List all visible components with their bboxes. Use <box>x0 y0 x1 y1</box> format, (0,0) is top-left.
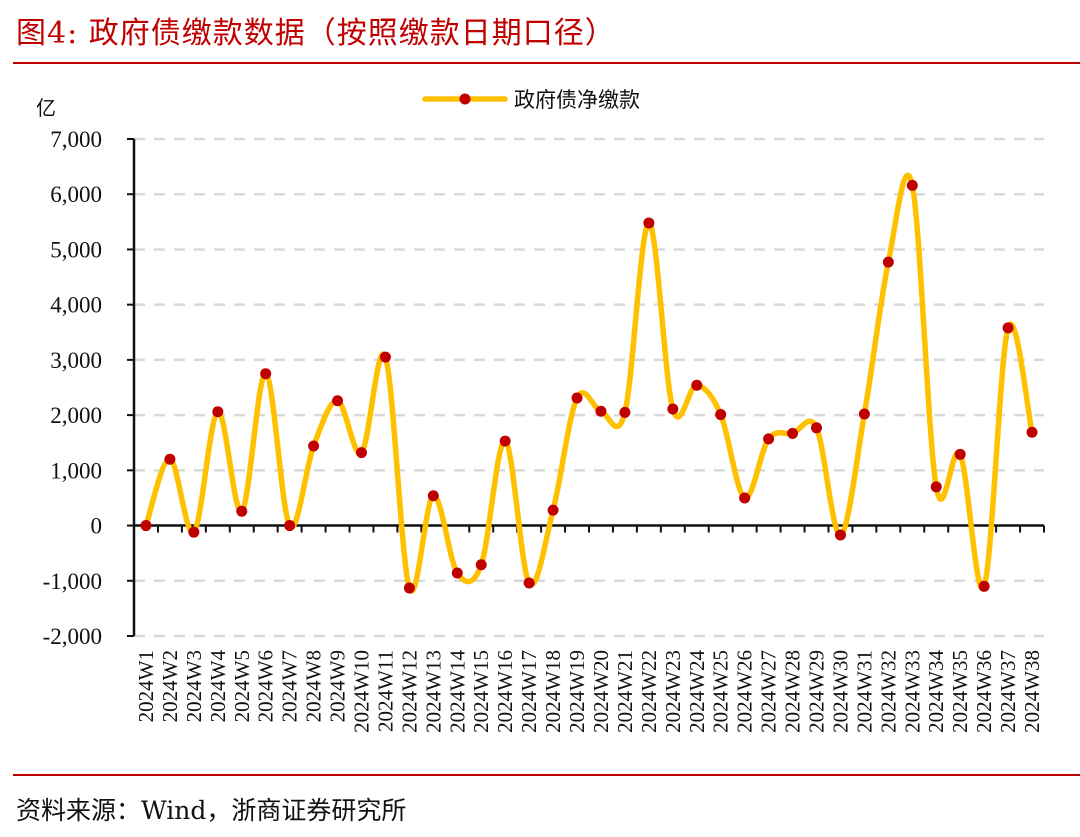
x-tick-label: 2024W3 <box>182 650 206 722</box>
data-point-marker <box>284 520 296 532</box>
data-point-marker <box>930 481 942 493</box>
data-point-marker <box>619 406 631 418</box>
data-point-marker <box>140 520 152 532</box>
figure-title: 图4: 政府债缴款数据（按照缴款日期口径） <box>16 16 616 51</box>
data-point-marker <box>643 217 655 229</box>
line-chart: -2,000 -1,000 0 1,000 2,000 3,000 4,000 5,000 6,… <box>36 88 1045 733</box>
y-tick-label: -1,000 <box>43 569 102 594</box>
x-tick-label: 2024W23 <box>661 650 685 733</box>
legend-marker-icon <box>459 93 471 105</box>
data-point-marker <box>356 447 367 459</box>
data-point-marker <box>834 529 846 541</box>
title-divider <box>13 62 1080 64</box>
x-tick-label: 2024W34 <box>924 650 948 733</box>
source-note: 资料来源：Wind，浙商证券研究所 <box>16 796 407 825</box>
data-point-marker <box>427 490 439 502</box>
x-tick-label: 2024W35 <box>948 650 972 733</box>
data-point-marker <box>811 422 822 434</box>
x-tick-label: 2024W1 <box>134 650 158 722</box>
data-point-marker <box>787 427 799 439</box>
x-tick-label: 2024W30 <box>828 650 852 733</box>
footer-divider <box>13 774 1080 776</box>
x-tick-label: 2024W18 <box>541 650 565 733</box>
data-point-marker <box>1026 426 1038 438</box>
x-tick-label: 2024W28 <box>781 650 805 733</box>
y-tick-label: 5,000 <box>50 237 102 262</box>
x-tick-label: 2024W19 <box>565 650 589 733</box>
x-tick-label: 2024W12 <box>397 650 421 733</box>
x-tick-label: 2024W5 <box>230 650 254 722</box>
data-point-marker <box>499 435 511 447</box>
x-tick-label: 2024W7 <box>278 650 302 722</box>
y-tick-label: 7,000 <box>50 127 102 152</box>
data-point-marker <box>164 453 176 465</box>
data-point-marker <box>858 408 870 420</box>
data-point-marker <box>379 351 391 363</box>
x-tick-label: 2024W6 <box>254 650 278 722</box>
x-tick-label: 2024W17 <box>517 650 541 733</box>
x-axis: 2024W1 2024W2 2024W3 2024W4 2024W5 2024W6 2024… <box>133 524 1045 733</box>
data-point-marker <box>475 559 487 571</box>
x-tick-label: 2024W13 <box>421 650 445 733</box>
x-tick-label: 2024W29 <box>805 650 829 733</box>
legend: 政府债净缴款 <box>422 88 640 112</box>
data-point-marker <box>595 405 607 417</box>
x-tick-label: 2024W25 <box>709 650 733 733</box>
x-tick-label: 2024W31 <box>852 650 876 733</box>
data-point-marker <box>715 409 727 421</box>
x-tick-label: 2024W36 <box>972 650 996 733</box>
data-point-marker <box>571 392 583 404</box>
data-point-marker <box>667 403 679 415</box>
y-tick-label: 6,000 <box>50 182 102 207</box>
x-tick-label: 2024W2 <box>158 650 182 722</box>
data-point-marker <box>332 395 344 407</box>
x-tick-label: 2024W20 <box>589 650 613 733</box>
x-tick-label: 2024W27 <box>757 650 781 733</box>
data-point-marker <box>739 492 751 504</box>
y-tick-label: 4,000 <box>50 293 102 318</box>
x-tick-label: 2024W16 <box>493 650 517 733</box>
data-point-marker <box>954 448 966 460</box>
data-point-marker <box>212 406 224 418</box>
y-tick-label: -2,000 <box>43 624 102 649</box>
y-tick-label: 0 <box>91 514 103 539</box>
y-tick-label: 2,000 <box>50 403 102 428</box>
y-tick-label: 3,000 <box>50 348 102 373</box>
data-point-marker <box>691 379 703 391</box>
x-tick-label: 2024W33 <box>900 650 924 733</box>
x-tick-label: 2024W32 <box>876 650 900 733</box>
series-line <box>140 172 1038 594</box>
x-tick-label: 2024W4 <box>206 650 230 723</box>
x-tick-label: 2024W21 <box>613 650 637 733</box>
x-tick-label: 2024W10 <box>350 650 374 733</box>
x-tick-label: 2024W26 <box>733 650 757 733</box>
x-tick-label: 2024W38 <box>1020 650 1044 733</box>
data-point-marker <box>1002 322 1014 334</box>
data-point-marker <box>260 368 272 380</box>
data-point-marker <box>763 433 775 445</box>
x-tick-label: 2024W9 <box>326 650 350 722</box>
data-point-marker <box>236 505 248 517</box>
y-tick-label: 1,000 <box>50 458 102 483</box>
x-tick-label: 2024W14 <box>445 650 469 733</box>
x-tick-label: 2024W8 <box>302 650 326 722</box>
data-point-marker <box>188 526 200 538</box>
x-tick-label: 2024W37 <box>996 650 1020 733</box>
legend-label: 政府债净缴款 <box>514 88 640 112</box>
data-point-marker <box>403 582 415 594</box>
data-point-marker <box>523 577 535 589</box>
data-point-marker <box>308 440 320 452</box>
y-axis-unit-label: 亿 <box>36 96 56 120</box>
data-point-marker <box>882 256 894 268</box>
x-tick-label: 2024W22 <box>637 650 661 733</box>
data-point-marker <box>451 567 463 579</box>
x-tick-label: 2024W11 <box>373 650 397 732</box>
data-point-marker <box>978 580 990 592</box>
data-point-marker <box>547 504 559 516</box>
data-point-marker <box>906 179 918 191</box>
x-tick-label: 2024W24 <box>685 650 709 733</box>
y-axis: -2,000 -1,000 0 1,000 2,000 3,000 4,000 5,000 6,… <box>43 127 136 649</box>
x-tick-label: 2024W15 <box>469 650 493 733</box>
